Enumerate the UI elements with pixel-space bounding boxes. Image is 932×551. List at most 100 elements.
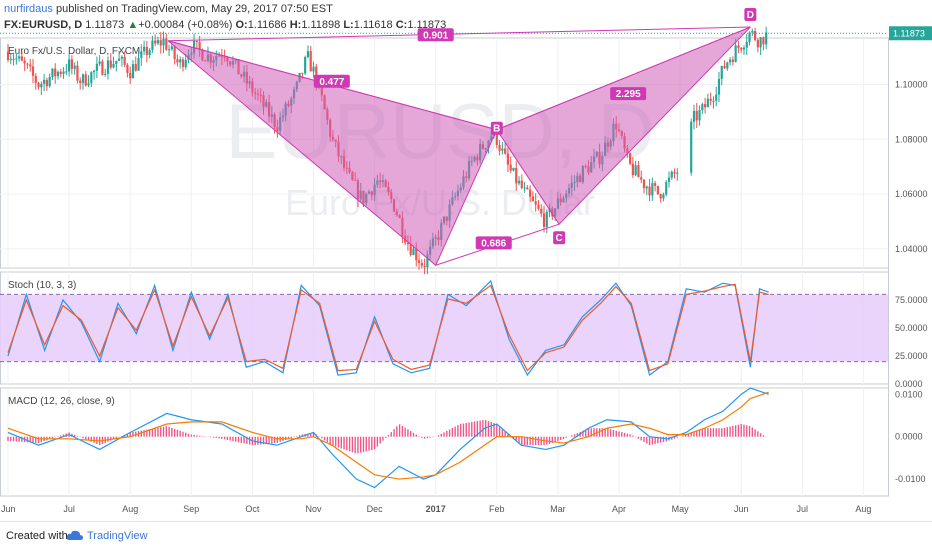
candle-body: [120, 56, 123, 59]
candle-body: [62, 71, 65, 74]
candle-body: [734, 45, 737, 62]
y-tick-label: 1.08000: [895, 134, 928, 144]
macd-pane-title: MACD (12, 26, close, 9): [8, 396, 115, 407]
candle-body: [92, 70, 96, 73]
y-tick-label: 1.10000: [895, 80, 928, 90]
macd-signal-line: [7, 391, 769, 480]
candle-body: [748, 32, 751, 42]
candle-body: [537, 204, 540, 209]
candle-body: [640, 177, 643, 180]
candle-body: [198, 41, 201, 50]
candle-body: [529, 189, 532, 197]
candle-body: [670, 171, 673, 178]
candle-body: [676, 172, 679, 174]
candle-body: [65, 71, 68, 73]
candle-body: [526, 187, 529, 190]
candle-body: [301, 72, 304, 74]
candle-body: [709, 98, 712, 101]
candle-body: [101, 61, 104, 75]
candle-body: [84, 74, 87, 86]
open-value: 1.11686: [247, 19, 287, 31]
candle-body: [637, 165, 640, 178]
y-tick-label: 0.0000: [895, 432, 923, 442]
candle-body: [651, 183, 654, 196]
candle-body: [695, 110, 698, 121]
x-tick-label: Jun: [734, 504, 749, 514]
candle-body: [9, 58, 12, 60]
x-tick-label: Nov: [305, 504, 322, 514]
candle-body: [312, 66, 315, 72]
candle-body: [37, 82, 40, 88]
candle-body: [545, 211, 548, 228]
published-text: published on TradingView.com, May 29, 20…: [55, 3, 333, 15]
stoch-pane-title: Stoch (10, 3, 3): [8, 280, 76, 291]
symbol-label: FX:EURUSD, D: [4, 19, 83, 31]
candle-body: [412, 248, 415, 255]
candle-body: [73, 65, 76, 69]
close-value: 1.11873: [407, 19, 447, 31]
candle-body: [134, 64, 137, 71]
candle-body: [703, 104, 707, 108]
candle-body: [48, 76, 51, 87]
x-tick-label: Dec: [367, 504, 384, 514]
pattern-point-label: B: [493, 124, 500, 135]
candle-body: [520, 180, 523, 188]
candle-body: [740, 47, 743, 50]
candle-body: [728, 59, 732, 63]
candle-body: [504, 148, 507, 154]
created-with-text: Created with: [6, 530, 68, 542]
candle-body: [720, 66, 723, 79]
pattern-point-label-box: [553, 231, 566, 245]
candle-body: [179, 59, 182, 63]
candle-body: [759, 37, 762, 48]
candle-body: [629, 153, 632, 164]
x-tick-label: Sep: [183, 504, 199, 514]
candle-body: [129, 72, 132, 79]
x-tick-label: Jun: [1, 504, 16, 514]
candle-body: [631, 163, 634, 176]
candle-body: [15, 58, 18, 60]
candle-body: [515, 167, 518, 184]
pattern-point-label-box: [490, 121, 503, 135]
candle-body: [51, 68, 54, 77]
x-tick-label: Oct: [245, 504, 260, 514]
candle-body: [45, 79, 48, 87]
high-label: H:: [289, 19, 302, 31]
candle-body: [512, 167, 515, 171]
candle-body: [706, 98, 709, 108]
candle-body: [762, 37, 765, 45]
price-pane-title: Euro Fx/U.S. Dollar, D, FXCM: [8, 46, 140, 57]
last-price-label: 1.11873: [893, 28, 925, 38]
pattern-ratio-label: 0.477: [319, 77, 344, 88]
author-link[interactable]: nurfirdaus: [4, 3, 53, 15]
candle-body: [690, 121, 693, 173]
pane-border: [0, 387, 889, 497]
x-tick-label: Mar: [550, 504, 566, 514]
candle-body: [656, 185, 659, 195]
candle-body: [731, 59, 734, 62]
candle-body: [495, 126, 498, 145]
candle-body: [181, 59, 185, 68]
candle-body: [751, 30, 754, 33]
candle-body: [662, 194, 665, 199]
candle-body: [156, 40, 160, 44]
candle-body: [76, 65, 79, 81]
candle-body: [56, 71, 60, 77]
close-label: C:: [395, 19, 408, 31]
pattern-point-label: C: [556, 233, 563, 244]
candle-body: [715, 94, 718, 101]
pattern-xab-triangle: [167, 40, 498, 267]
candle-body: [192, 41, 196, 54]
candle-body: [26, 63, 29, 65]
candle-body: [140, 51, 143, 58]
tradingview-brand-link[interactable]: TradingView: [87, 530, 148, 542]
candle-body: [145, 46, 148, 56]
candle-body: [523, 187, 526, 189]
y-tick-label: 0.0100: [895, 389, 923, 399]
x-tick-label: Feb: [489, 504, 505, 514]
candle-body: [701, 104, 704, 111]
candle-body: [54, 68, 57, 77]
candle-body: [112, 63, 115, 68]
candle-body: [309, 51, 312, 72]
